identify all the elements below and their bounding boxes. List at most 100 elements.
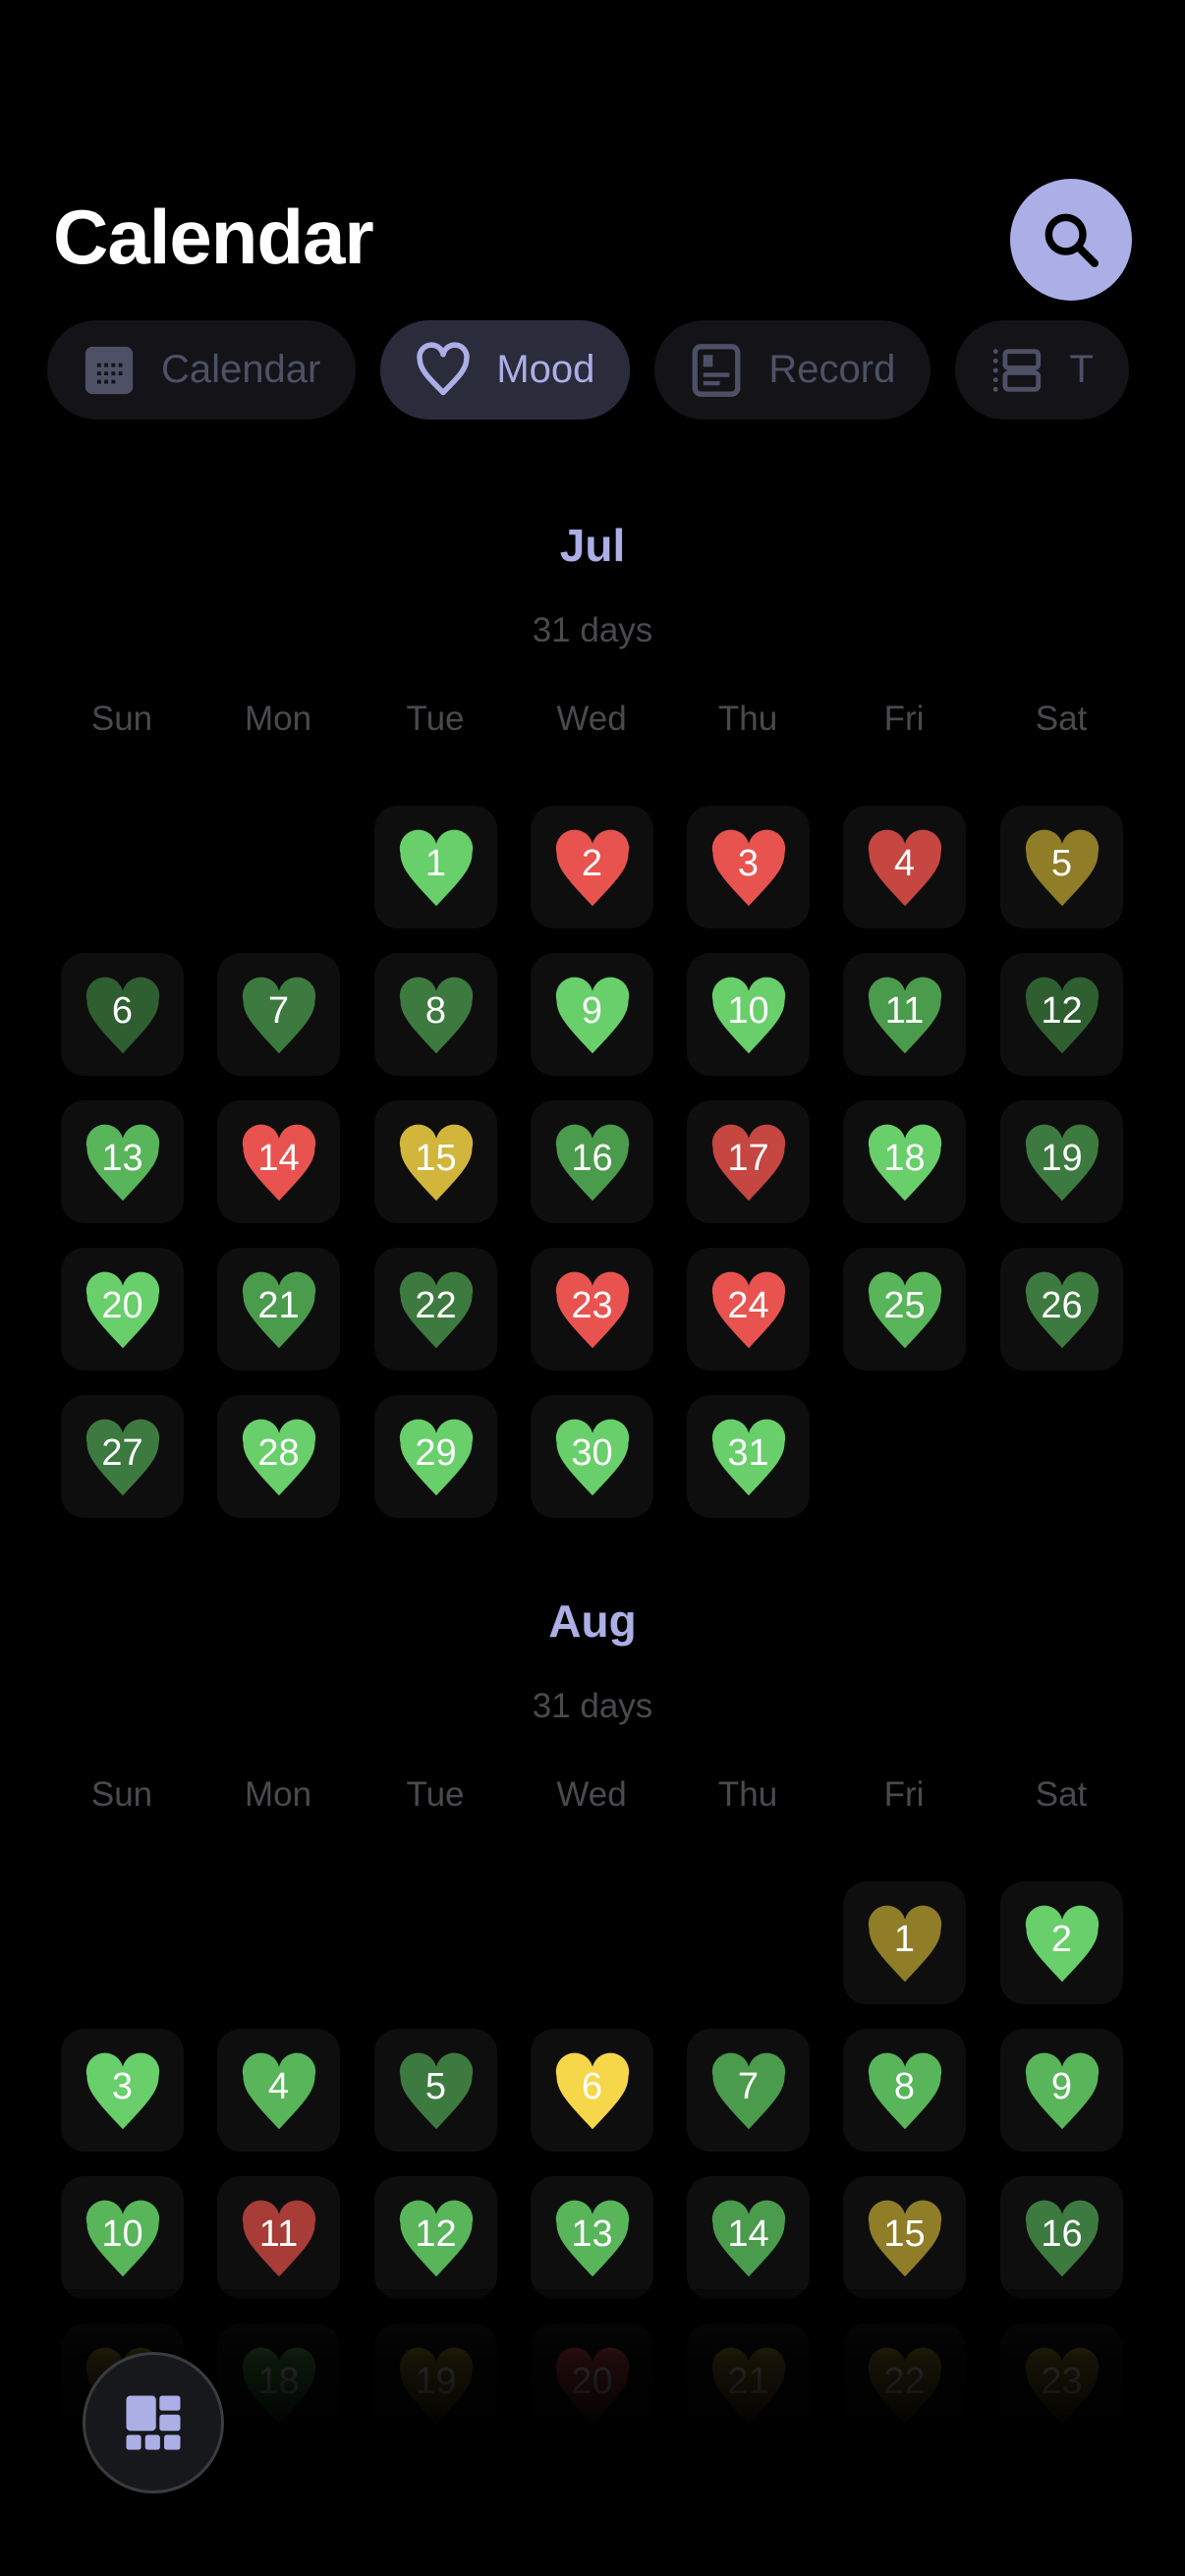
mood-heart-icon	[555, 1124, 630, 1202]
day-cell[interactable]: 27	[61, 1395, 184, 1518]
day-number: 1	[893, 1919, 916, 1960]
search-button[interactable]	[1010, 179, 1132, 301]
tab-timeline[interactable]: T	[955, 320, 1129, 420]
day-number: 5	[424, 2066, 447, 2107]
mood-heart-icon	[242, 2200, 316, 2277]
heart-icon	[417, 341, 471, 395]
day-number: 18	[883, 1138, 926, 1179]
day-number: 2	[1050, 1919, 1073, 1960]
mood-heart-icon	[555, 829, 630, 907]
day-cell[interactable]: 10	[687, 953, 810, 1076]
mood-heart-icon	[1025, 1905, 1100, 1983]
day-number: 11	[258, 2213, 299, 2255]
day-cell[interactable]: 1	[843, 1881, 966, 2004]
day-cell[interactable]: 6	[61, 953, 184, 1076]
tab-calendar[interactable]: Calendar	[47, 320, 357, 420]
day-number: 30	[571, 1432, 613, 1474]
day-cell[interactable]: 21	[217, 1248, 340, 1371]
day-cell[interactable]: 20	[61, 1248, 184, 1371]
day-cell[interactable]: 24	[687, 1248, 810, 1371]
day-cell[interactable]: 4	[217, 2029, 340, 2152]
mood-heart-icon	[711, 977, 786, 1054]
day-cell[interactable]: 14	[217, 1100, 340, 1223]
day-cell[interactable]: 4	[843, 806, 966, 928]
month-days-count: 31 days	[532, 1687, 653, 1725]
month-days-count: 31 days	[532, 611, 653, 649]
day-cell[interactable]: 28	[217, 1395, 340, 1518]
tab-mood[interactable]: Mood	[380, 320, 631, 420]
list-icon	[993, 348, 1042, 392]
day-cell[interactable]: 22	[374, 1248, 497, 1371]
mood-heart-icon	[868, 1124, 942, 1202]
day-cell[interactable]: 18	[843, 1100, 966, 1223]
mood-heart-icon	[711, 2200, 786, 2277]
day-cell[interactable]: 16	[1000, 2176, 1123, 2299]
mood-heart-icon	[85, 1419, 160, 1496]
day-cell[interactable]: 3	[61, 2029, 184, 2152]
day-cell[interactable]: 10	[61, 2176, 184, 2299]
mood-heart-icon	[711, 1271, 786, 1349]
day-cell[interactable]: 11	[843, 953, 966, 1076]
day-cell[interactable]: 30	[531, 1395, 653, 1518]
day-number: 22	[415, 1285, 457, 1326]
day-cell[interactable]: 31	[687, 1395, 810, 1518]
mood-heart-icon	[399, 1124, 474, 1202]
tab-label: Record	[768, 348, 896, 391]
day-cell[interactable]: 9	[531, 953, 653, 1076]
day-cell[interactable]: 3	[687, 806, 810, 928]
mood-heart-icon	[555, 2052, 630, 2130]
day-cell[interactable]: 2	[531, 806, 653, 928]
mood-heart-icon	[1025, 1271, 1100, 1349]
tab-label: T	[1069, 348, 1094, 391]
weekday-label: Wed	[556, 1775, 627, 1814]
day-cell[interactable]: 13	[531, 2176, 653, 2299]
day-cell[interactable]: 5	[1000, 806, 1123, 928]
mood-heart-icon	[399, 2052, 474, 2130]
day-cell[interactable]: 25	[843, 1248, 966, 1371]
day-cell[interactable]: 8	[843, 2029, 966, 2152]
tab-record[interactable]: Record	[654, 320, 931, 420]
day-cell[interactable]: 12	[374, 2176, 497, 2299]
day-cell[interactable]: 1	[374, 806, 497, 928]
day-cell[interactable]: 7	[217, 953, 340, 1076]
search-icon	[1044, 213, 1099, 267]
day-number: 8	[893, 2066, 916, 2107]
day-number: 3	[111, 2066, 134, 2107]
tab-label: Mood	[496, 348, 595, 391]
day-cell[interactable]: 14	[687, 2176, 810, 2299]
day-cell[interactable]: 23	[531, 1248, 653, 1371]
day-number: 25	[883, 1285, 926, 1326]
day-number: 26	[1041, 1285, 1083, 1326]
day-number: 21	[257, 1285, 300, 1326]
day-cell[interactable]: 11	[217, 2176, 340, 2299]
day-cell[interactable]: 15	[843, 2176, 966, 2299]
day-number: 19	[1041, 1138, 1083, 1179]
mood-heart-icon	[399, 2200, 474, 2277]
day-number: 20	[101, 1285, 143, 1326]
weekday-label: Mon	[244, 1775, 312, 1814]
day-cell[interactable]: 2	[1000, 1881, 1123, 2004]
day-cell[interactable]: 15	[374, 1100, 497, 1223]
day-cell[interactable]: 16	[531, 1100, 653, 1223]
day-cell[interactable]: 6	[531, 2029, 653, 2152]
mood-heart-icon	[1025, 977, 1100, 1054]
day-cell[interactable]: 12	[1000, 953, 1123, 1076]
day-cell[interactable]: 9	[1000, 2029, 1123, 2152]
day-cell[interactable]: 29	[374, 1395, 497, 1518]
day-cell[interactable]: 19	[1000, 1100, 1123, 1223]
weekday-label: Sat	[1035, 1775, 1088, 1814]
weekday-label: Sat	[1035, 700, 1088, 738]
record-card-icon	[692, 343, 741, 397]
weekday-header: Sun Mon Tue Wed Thu Fri Sat	[0, 1775, 1185, 1824]
day-cell[interactable]: 8	[374, 953, 497, 1076]
day-number: 24	[727, 1285, 769, 1326]
day-number: 12	[1041, 990, 1083, 1032]
layout-switch-button[interactable]	[83, 2352, 224, 2493]
mood-heart-icon	[85, 1271, 160, 1349]
day-cell[interactable]: 13	[61, 1100, 184, 1223]
day-cell[interactable]: 26	[1000, 1248, 1123, 1371]
day-cell[interactable]: 5	[374, 2029, 497, 2152]
day-cell[interactable]: 17	[687, 1100, 810, 1223]
day-cell[interactable]: 7	[687, 2029, 810, 2152]
